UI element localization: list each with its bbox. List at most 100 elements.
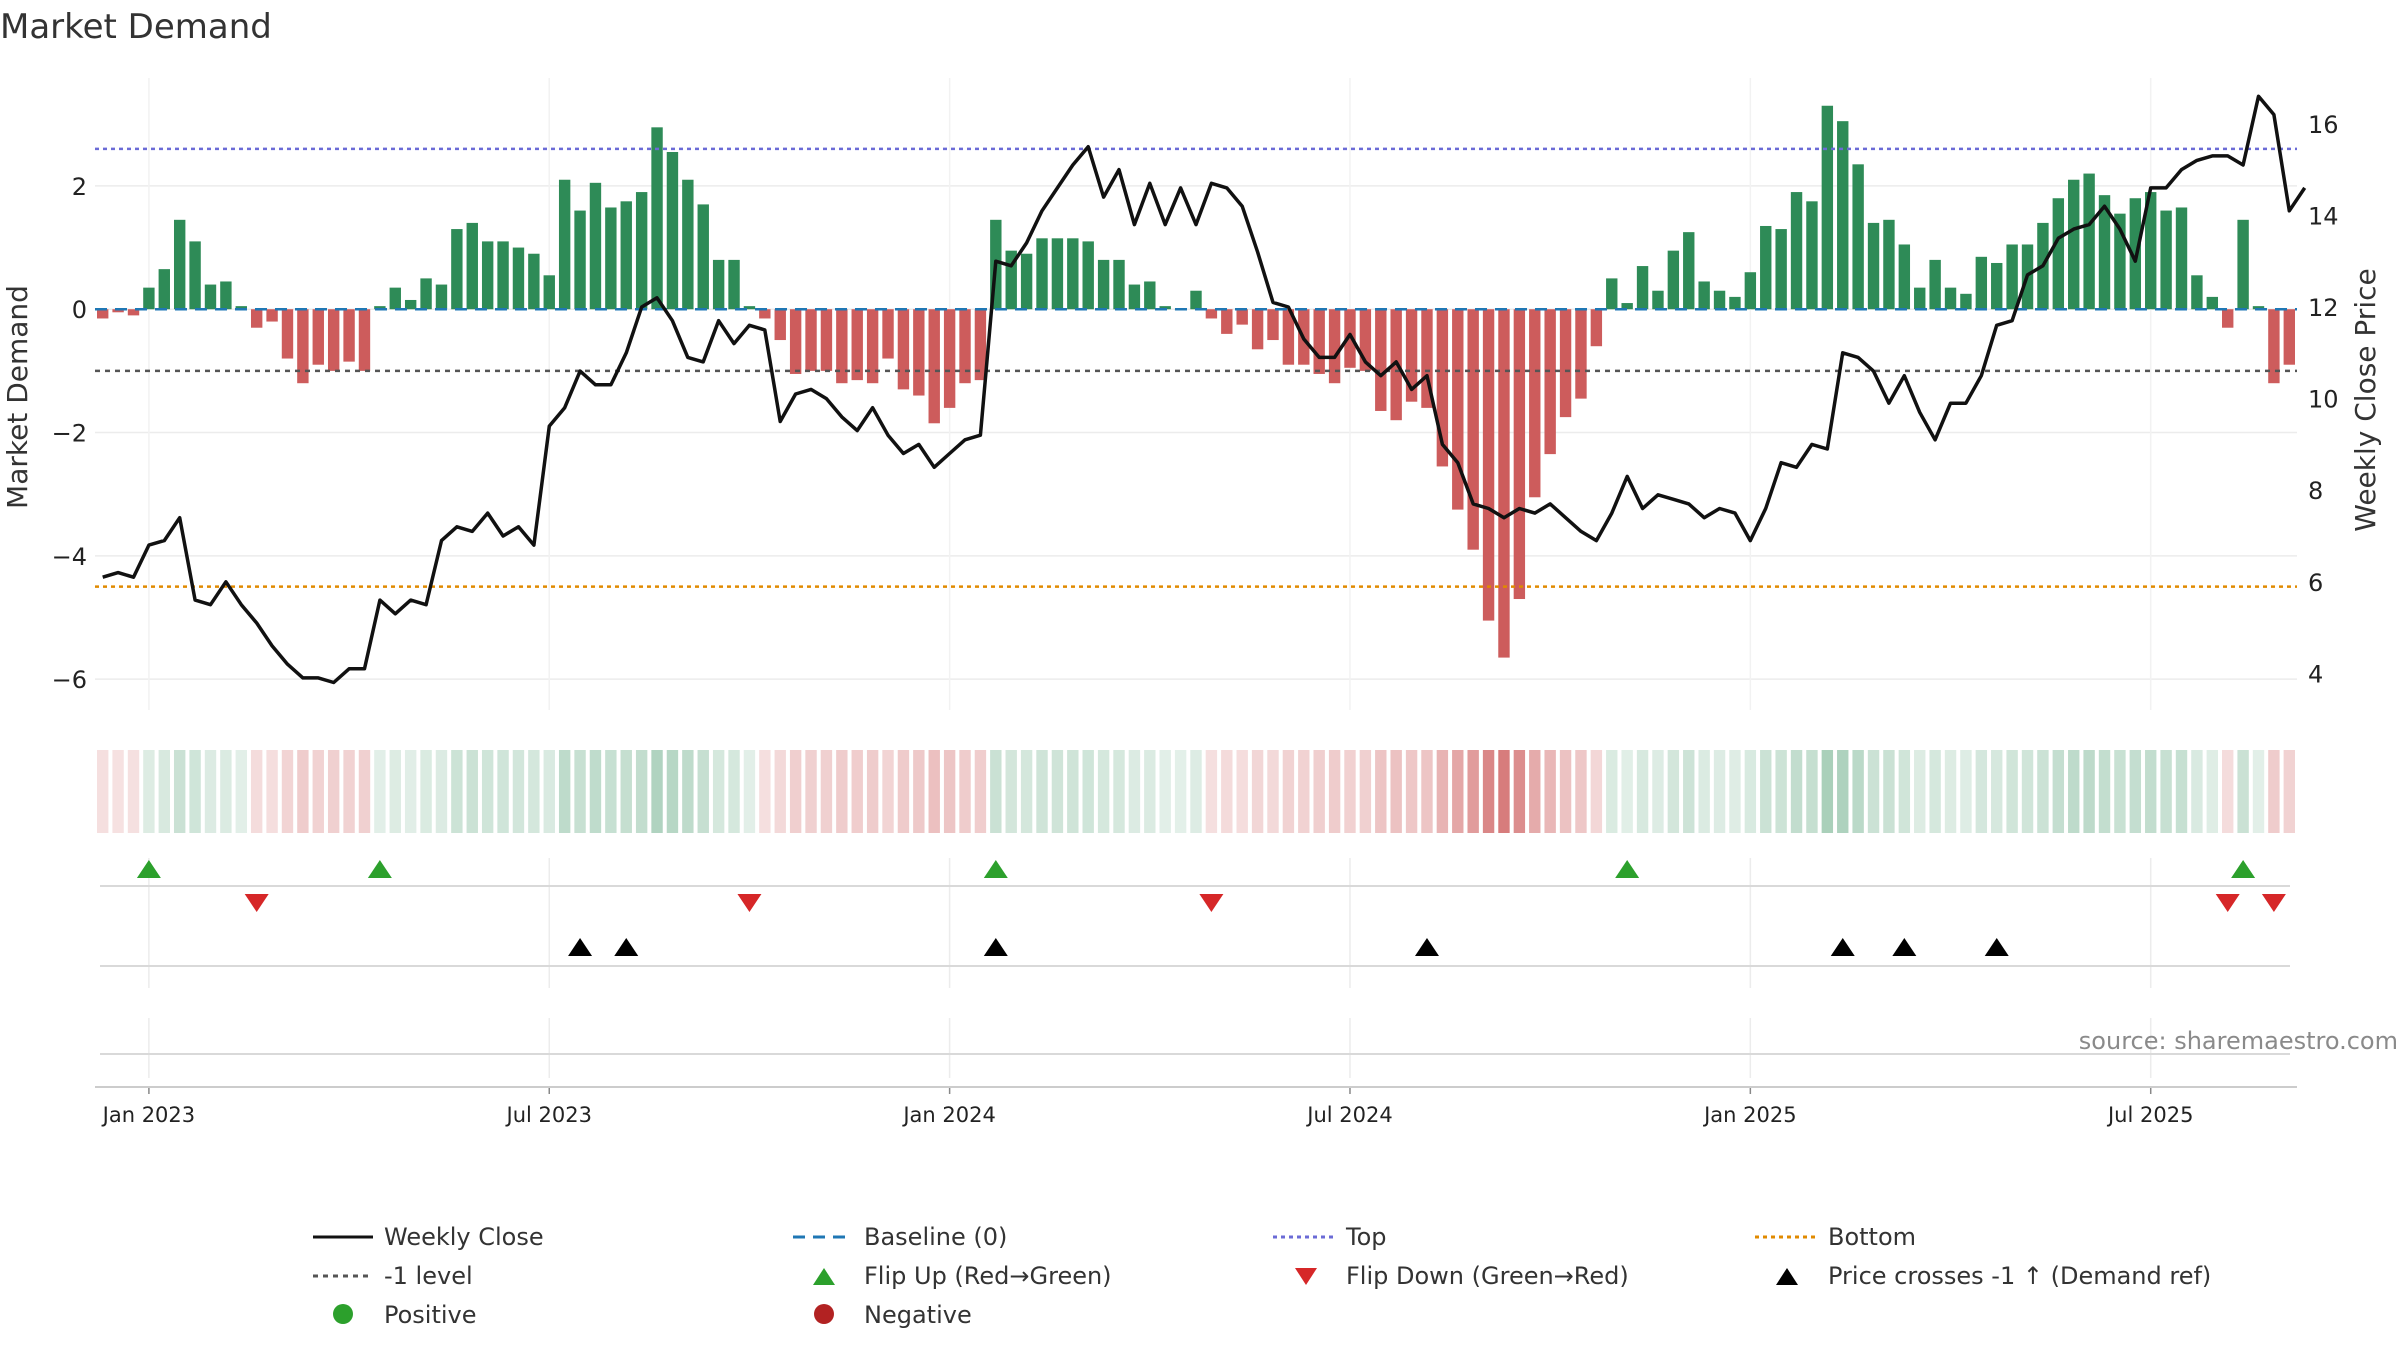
heat-cell-positive	[2006, 750, 2018, 833]
weekly-close-line	[102, 94, 2307, 685]
demand-bar-negative	[1282, 309, 1295, 365]
demand-bar-negative	[943, 309, 956, 408]
demand-bar-positive	[666, 151, 679, 310]
demand-bar-negative	[343, 309, 355, 362]
demand-bar-negative	[1529, 309, 1541, 498]
heat-cell-positive	[1051, 750, 1064, 833]
demand-bar-positive	[1097, 259, 1110, 310]
heat-cell-positive	[512, 750, 525, 833]
demand-bar-negative	[1375, 309, 1387, 411]
demand-bar-negative	[297, 309, 309, 384]
flip-down-marker	[2261, 894, 2286, 912]
heat-cell-negative	[1529, 750, 1541, 833]
demand-bar-positive	[1929, 259, 1941, 310]
demand-bar-negative	[358, 309, 371, 371]
heat-cell-negative	[281, 750, 294, 833]
heat-cell-negative	[1575, 750, 1587, 833]
heat-cell-positive	[235, 750, 247, 833]
heat-cell-positive	[1652, 750, 1664, 833]
demand-bar-negative	[851, 309, 863, 381]
legend-swatch-positive	[333, 1304, 353, 1324]
price-cross-marker	[568, 938, 593, 956]
demand-bar-positive	[1991, 262, 2003, 310]
heat-cell-negative	[1221, 750, 1233, 833]
y2-tick-label: 10	[2308, 386, 2339, 414]
heat-cell-negative	[928, 750, 940, 833]
heat-cell-negative	[358, 750, 371, 833]
heat-cell-positive	[1852, 750, 1864, 833]
y-tick-label: 2	[72, 173, 87, 201]
legend-item-price-crosses: Price crosses -1 ↑ (Demand ref)	[1776, 1262, 2211, 1290]
demand-bar-negative	[1267, 309, 1279, 341]
demand-bar-positive	[2160, 210, 2172, 310]
heat-cell-negative	[836, 750, 848, 833]
heat-cell-positive	[481, 750, 494, 833]
heat-cell-positive	[990, 750, 1002, 833]
demand-bar-positive	[2175, 207, 2188, 310]
heat-cell-positive	[158, 750, 170, 833]
legend-item-flip-up: Flip Up (Red→Green)	[813, 1262, 1112, 1290]
heat-cell-negative	[1467, 750, 1479, 833]
y-tick-label: −4	[52, 543, 87, 571]
legend-label-flip-up: Flip Up (Red→Green)	[864, 1262, 1112, 1290]
legend-item-top: Top	[1273, 1223, 1387, 1251]
demand-bar-negative	[1313, 309, 1325, 374]
demand-bar-positive	[1837, 121, 1849, 310]
heat-cell-negative	[1267, 750, 1279, 833]
heat-cell-negative	[805, 750, 817, 833]
heat-cell-positive	[1159, 750, 1171, 833]
x-tick-label: Jul 2023	[505, 1103, 592, 1127]
heat-cell-negative	[1452, 750, 1464, 833]
demand-bar-positive	[1036, 238, 1048, 310]
heat-cell-positive	[1867, 750, 1880, 833]
demand-bar-positive	[1883, 219, 1895, 310]
chart-title: Market Demand	[0, 7, 272, 47]
heat-cell-positive	[1606, 750, 1618, 833]
demand-bar-negative	[250, 309, 263, 328]
heat-cell-positive	[2129, 750, 2142, 833]
heat-cell-positive	[1683, 750, 1695, 833]
demand-bar-positive	[2114, 213, 2126, 310]
demand-bar-positive	[728, 259, 740, 310]
heat-cell-positive	[1190, 750, 1202, 833]
heat-cell-positive	[543, 750, 555, 833]
demand-bar-positive	[1051, 238, 1064, 310]
demand-bar-positive	[574, 210, 586, 310]
demand-bar-positive	[1606, 278, 1618, 310]
heat-cell-negative	[2222, 750, 2234, 833]
heat-cell-positive	[1667, 750, 1680, 833]
legend-item-flip-down: Flip Down (Green→Red)	[1295, 1262, 1629, 1290]
demand-bar-negative	[959, 309, 971, 384]
demand-bar-negative	[1467, 309, 1479, 550]
legend-label-flip-down: Flip Down (Green→Red)	[1346, 1262, 1629, 1290]
demand-bar-positive	[682, 179, 694, 310]
heat-cell-negative	[1405, 750, 1418, 833]
heat-cell-positive	[1082, 750, 1094, 833]
heat-cell-negative	[1251, 750, 1264, 833]
y-tick-label: −2	[52, 420, 87, 448]
heat-cell-negative	[1513, 750, 1526, 833]
demand-bar-negative	[327, 309, 340, 371]
heat-cell-negative	[1313, 750, 1325, 833]
heat-cell-negative	[1375, 750, 1387, 833]
heat-cell-positive	[173, 750, 186, 833]
heat-cell-positive	[1636, 750, 1649, 833]
demand-bar-positive	[1944, 287, 1957, 310]
demand-bar-positive	[389, 287, 401, 310]
demand-bar-positive	[1744, 272, 1757, 310]
demand-bar-positive	[1698, 281, 1710, 310]
demand-bars	[97, 105, 2295, 658]
demand-bar-positive	[497, 241, 509, 310]
gridlines	[95, 78, 2297, 710]
heat-cell-positive	[204, 750, 217, 833]
heat-cell-positive	[1729, 750, 1741, 833]
flip-down-marker	[244, 894, 269, 912]
legend-item-weekly-close: Weekly Close	[313, 1223, 544, 1251]
demand-bar-positive	[2098, 195, 2111, 310]
flip-down-marker	[737, 894, 762, 912]
heat-cell-positive	[1960, 750, 1972, 833]
heat-cell-positive	[1790, 750, 1803, 833]
heat-cell-negative	[250, 750, 263, 833]
source-credit: source: sharemaestro.com	[2079, 1027, 2398, 1055]
